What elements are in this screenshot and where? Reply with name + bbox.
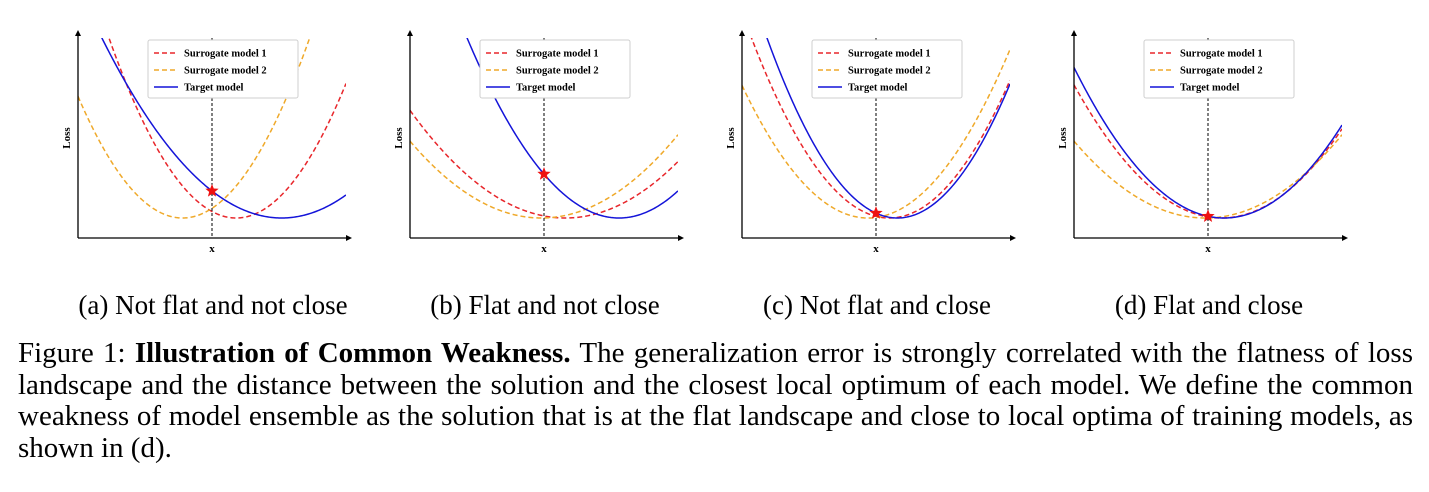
solution-star-b (537, 167, 551, 180)
y-axis-arrow-b (407, 30, 413, 36)
legend-box-a (147, 39, 299, 99)
series-line-c-2 (742, 49, 1010, 219)
subfigure-b: x Loss Surrogate model 1 Surrogate model 2 T… (380, 20, 710, 320)
y-axis-label-b: Loss (393, 127, 405, 149)
subcaption-a: (a) Not flat and not close (78, 290, 348, 320)
y-axis-label-d: Loss (1057, 127, 1069, 149)
legend-box-c (811, 39, 963, 99)
plot-d: x Loss Surrogate model 1 Surrogate model 2 T… (1057, 30, 1348, 255)
series-line-a-1 (108, 38, 346, 219)
x-axis-label-d: x (1205, 243, 1211, 255)
legend-label-b-2: Surrogate model 2 (516, 66, 599, 77)
subcaption-c: (c) Not flat and close (763, 290, 991, 320)
plot-c: x Loss Surrogate model 1 Surrogate model 2 T… (725, 30, 1016, 255)
subcaption-b: (b) Flat and not close (430, 290, 660, 320)
plot-a: x Loss Surrogate model 1 Surrogate model 2 T… (61, 30, 352, 255)
legend-label-a-2: Surrogate model 2 (184, 66, 267, 77)
caption-title: Illustration of Common Weakness. (134, 337, 571, 369)
legend-label-c-1: Surrogate model 1 (848, 49, 931, 60)
y-axis-arrow-c (739, 30, 745, 36)
x-axis-arrow-b (678, 235, 684, 241)
x-axis-arrow-a (346, 235, 352, 241)
y-axis-label-c: Loss (725, 127, 737, 149)
x-axis-label-c: x (873, 243, 879, 255)
legend-label-b-1: Surrogate model 1 (516, 49, 599, 60)
x-axis-arrow-c (1010, 235, 1016, 241)
legend-label-a-3: Target model (184, 83, 243, 94)
legend-label-d-2: Surrogate model 2 (1180, 66, 1263, 77)
solution-star-a (205, 183, 219, 197)
legend-label-c-2: Surrogate model 2 (848, 66, 931, 77)
subfigure-d: x Loss Surrogate model 1 Surrogate model 2 T… (1044, 20, 1374, 320)
x-axis-label-b: x (541, 243, 547, 255)
solution-star-d (1201, 209, 1215, 222)
caption-body: The generalization error is strongly cor… (18, 337, 1413, 464)
legend-label-d-3: Target model (1180, 83, 1239, 94)
y-axis-arrow-d (1071, 30, 1077, 36)
legend-label-b-3: Target model (516, 83, 575, 94)
subfigure-a: x Loss Surrogate model 1 Surrogate model 2 T… (48, 20, 378, 320)
x-axis-arrow-d (1342, 235, 1348, 241)
y-axis-label-a: Loss (61, 127, 73, 149)
legend-label-d-1: Surrogate model 1 (1180, 49, 1263, 60)
subcaption-d: (d) Flat and close (1114, 290, 1304, 320)
figure-caption: Figure 1: Illustration of Common Weaknes… (18, 337, 1413, 464)
legend-box-d (1143, 39, 1295, 99)
x-axis-label-a: x (209, 243, 215, 255)
subfigure-c: x Loss Surrogate model 1 Surrogate model 2 T… (712, 20, 1042, 320)
legend-label-c-3: Target model (848, 83, 907, 94)
caption-prefix: Figure 1: (18, 337, 135, 369)
plot-b: x Loss Surrogate model 1 Surrogate model 2 T… (393, 30, 684, 255)
series-line-d-2 (1074, 134, 1342, 219)
series-line-b-1 (410, 109, 678, 219)
series-line-b-2 (410, 134, 678, 219)
y-axis-arrow-a (75, 30, 81, 36)
solution-star-c (869, 206, 883, 219)
legend-label-a-1: Surrogate model 1 (184, 49, 267, 60)
series-line-c-1 (750, 38, 1010, 219)
legend-box-b (479, 39, 631, 99)
